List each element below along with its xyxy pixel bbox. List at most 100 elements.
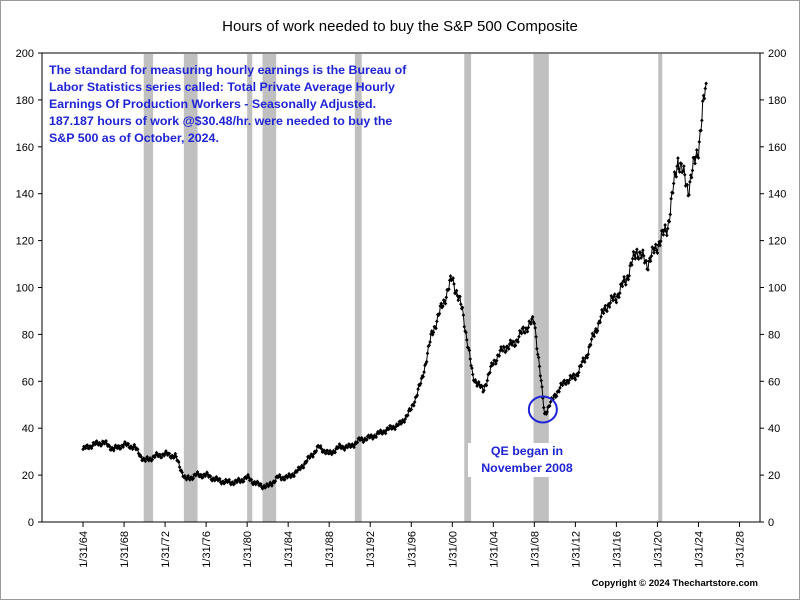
data-point <box>671 190 675 195</box>
data-point <box>253 480 257 485</box>
x-tick-label: 1/31/76 <box>201 531 213 568</box>
data-point <box>518 328 522 333</box>
data-point <box>468 356 473 361</box>
data-point <box>243 475 248 480</box>
data-point <box>485 378 490 383</box>
data-point <box>406 413 410 418</box>
data-point <box>499 344 503 349</box>
data-point <box>655 251 660 256</box>
data-point <box>431 330 436 335</box>
data-point <box>164 451 169 456</box>
data-point <box>104 438 108 443</box>
data-point <box>206 472 210 477</box>
data-point <box>440 305 444 310</box>
data-point <box>677 169 682 174</box>
data-point <box>232 481 237 486</box>
data-point <box>276 474 281 479</box>
data-point <box>107 444 112 449</box>
data-point <box>247 475 251 480</box>
data-point <box>590 331 595 336</box>
data-point <box>260 486 265 491</box>
data-point <box>381 430 385 435</box>
x-tick-label: 1/31/72 <box>160 531 172 568</box>
qe-circle <box>527 395 558 424</box>
data-point <box>547 404 552 409</box>
data-point <box>488 370 492 375</box>
data-point <box>517 334 521 339</box>
data-point <box>476 379 481 384</box>
data-point <box>507 342 512 347</box>
data-point <box>189 475 194 480</box>
data-point <box>618 291 622 296</box>
x-tick-label: 1/31/28 <box>734 531 746 568</box>
x-tick-label: 1/31/96 <box>406 531 418 568</box>
data-point <box>658 243 662 248</box>
data-point <box>456 298 461 303</box>
data-point <box>620 284 625 289</box>
data-point <box>461 313 466 318</box>
data-point <box>536 355 541 360</box>
data-point <box>447 287 451 292</box>
data-point <box>191 476 196 481</box>
data-point <box>217 476 222 481</box>
data-point <box>270 480 275 485</box>
data-point <box>631 249 636 254</box>
data-point <box>644 258 649 263</box>
data-point <box>302 462 307 467</box>
data-point <box>624 282 628 287</box>
note-line: Labor Statistics series called: Total Pr… <box>49 80 395 94</box>
recession-band <box>354 54 362 522</box>
data-point <box>439 301 443 306</box>
data-point <box>255 479 260 484</box>
data-point <box>448 274 453 279</box>
data-point <box>259 482 263 487</box>
data-point <box>619 281 624 286</box>
data-point <box>530 314 535 319</box>
y-tick-label-right: 120 <box>768 236 786 248</box>
data-point <box>150 457 155 462</box>
data-point <box>574 373 579 378</box>
data-point <box>529 321 533 326</box>
data-point <box>173 451 178 456</box>
y-tick-label-left: 80 <box>22 329 34 341</box>
data-point <box>167 451 172 456</box>
recession-band <box>262 54 277 522</box>
y-tick-label-right: 200 <box>768 48 786 60</box>
data-point <box>633 256 638 261</box>
data-point <box>355 440 360 445</box>
data-point <box>392 425 396 430</box>
data-point <box>491 362 496 367</box>
data-point <box>667 219 672 224</box>
data-point <box>415 393 420 398</box>
data-point <box>688 179 692 184</box>
data-point <box>200 475 205 480</box>
data-point <box>419 376 424 381</box>
data-point <box>598 320 602 325</box>
data-point <box>704 81 708 86</box>
data-point <box>679 161 684 166</box>
data-point <box>640 253 644 258</box>
data-point <box>564 382 568 387</box>
data-point <box>622 274 626 279</box>
data-point <box>180 470 184 475</box>
data-point <box>674 174 679 179</box>
data-point <box>427 343 432 348</box>
data-point <box>703 86 708 91</box>
data-point <box>668 212 673 217</box>
data-point <box>573 377 578 382</box>
data-point <box>565 378 570 383</box>
data-point <box>494 361 498 366</box>
y-tick-label-right: 80 <box>768 329 780 341</box>
data-point <box>562 378 567 383</box>
data-point <box>601 311 606 316</box>
data-point <box>349 444 354 449</box>
data-point <box>560 383 565 388</box>
data-point <box>471 378 476 383</box>
data-point <box>641 253 646 258</box>
data-point <box>311 454 315 459</box>
data-point <box>307 456 312 461</box>
data-point <box>141 456 146 461</box>
data-point <box>685 182 690 187</box>
data-point <box>647 256 652 261</box>
